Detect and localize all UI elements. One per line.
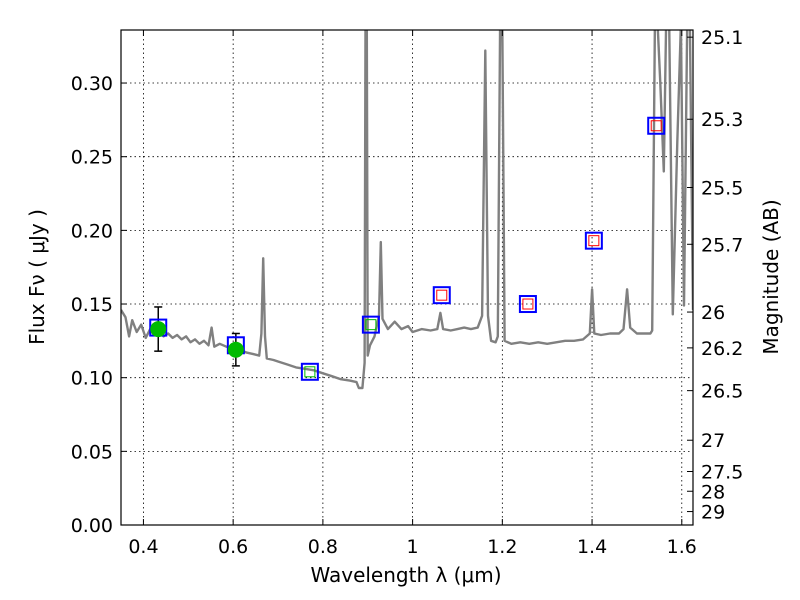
y-tick-label: 0.30 [71,73,113,95]
x-tick-label: 0.4 [128,536,158,558]
model-photometry-inner-box [522,298,534,310]
model-photometry-box [432,286,451,305]
model-photometry-inner-box [588,235,600,247]
x-tick-label: 1.4 [577,536,607,558]
x-tick-label: 0.8 [308,536,338,558]
magnitude-axis-title: Magnitude (AB) [759,199,783,354]
x-tick-label: 1.6 [667,536,697,558]
y-tick-label: 0.05 [71,441,113,463]
y-tick-labels: 0.00 0.05 0.10 0.15 0.20 0.25 0.30 [71,73,113,537]
model-photometry-box [647,116,666,135]
model-photometry-box [518,295,537,314]
model-photometry-box [584,231,603,250]
y-axis-title: Flux Fν ( μJy ) [25,209,49,345]
x-axis-title: Wavelength λ (μm) [310,563,501,587]
magnitude-tick-label: 28 [701,481,725,503]
magnitude-tick-label: 25.3 [701,109,743,131]
magnitude-tick-label: 26.2 [701,338,743,360]
magnitude-tick-label: 25.7 [701,234,743,256]
model-photometry-inner-box [365,319,377,331]
magnitude-tick-label: 25.5 [701,178,743,200]
y-tick-label: 0.10 [71,368,113,390]
model-photometry-inner-box [436,289,448,301]
y-tick-label: 0.25 [71,147,113,169]
magnitude-tick-label: 29 [701,502,725,524]
model-photometry-box [300,362,319,381]
magnitude-tick-label: 26.5 [701,381,743,403]
magnitude-tick-label: 27 [701,430,725,452]
observed-flux-point [150,321,167,338]
y-tick-label: 0.00 [71,515,113,537]
model-photometry-box [361,315,380,334]
y-tick-label: 0.15 [71,294,113,316]
grid-lines [121,30,693,526]
observed-flux-point [227,341,244,358]
x-tick-label: 1 [407,536,419,558]
photometry-markers [149,116,666,381]
x-tick-label: 0.6 [218,536,248,558]
model-spectrum-line [121,30,693,390]
axis-ticks [121,30,693,526]
model-photometry-inner-box [304,366,316,378]
y-tick-label: 0.20 [71,220,113,242]
magnitude-tick-label: 27.5 [701,462,743,484]
x-tick-label: 1.2 [487,536,517,558]
magnitude-tick-label: 25.1 [701,27,743,49]
magnitude-tick-label: 26 [701,302,725,324]
x-tick-labels: 0.4 0.6 0.8 1 1.2 1.4 1.6 [128,536,697,558]
plot-frame [120,29,694,526]
model-photometry-inner-box [650,120,662,132]
